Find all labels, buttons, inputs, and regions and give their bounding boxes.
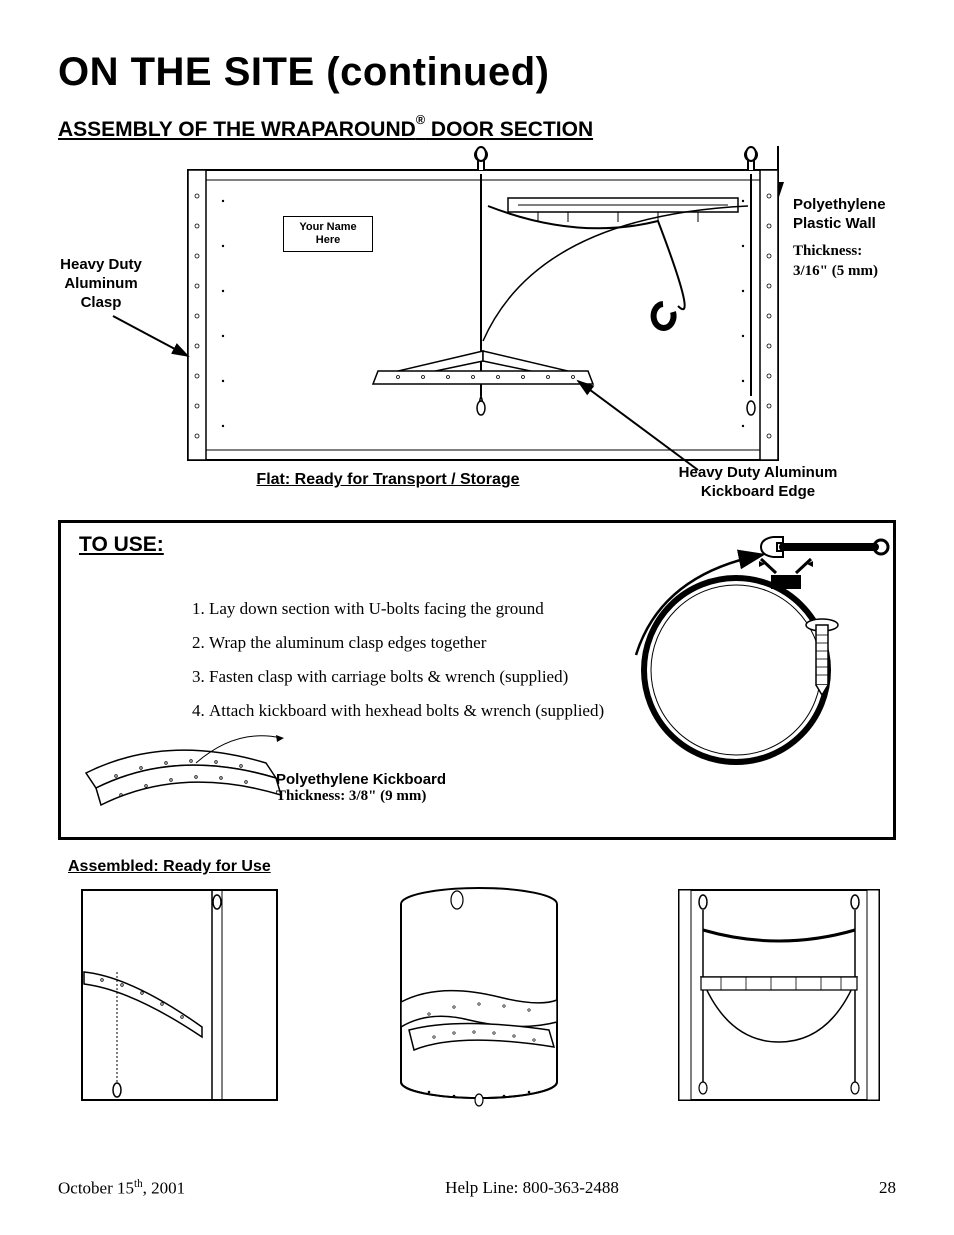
assembled-fig-cylinder — [359, 882, 599, 1112]
thickness-label-a: Thickness: — [793, 242, 923, 261]
page-title: ON THE SITE (continued) — [58, 50, 896, 95]
footer-page-number: 28 — [879, 1178, 896, 1199]
assembled-heading: Assembled: Ready for Use — [68, 858, 896, 876]
step-2: Wrap the aluminum clasp edges together — [209, 633, 669, 653]
wall-label: PolyethylenePlastic Wall — [793, 196, 923, 234]
step-1: Lay down section with U-bolts facing the… — [209, 599, 669, 619]
footer-date: October 15th, 2001 — [58, 1178, 185, 1199]
kickboard-piece-svg — [66, 723, 286, 833]
step-3: Fasten clasp with carriage bolts & wrenc… — [209, 667, 669, 687]
flat-caption: Flat: Ready for Transport / Storage — [218, 470, 558, 490]
figure-flat: Your NameHere Heavy DutyAluminumClasp Po… — [58, 146, 896, 506]
figure-flat-svg — [58, 146, 898, 506]
section-heading: ASSEMBLY OF THE WRAPAROUND® DOOR SECTION — [58, 117, 896, 142]
assembled-figures-row — [58, 882, 896, 1112]
kickboard-label: Polyethylene Kickboard — [276, 771, 446, 788]
assembled-fig-front — [661, 882, 896, 1107]
thickness-label-b: 3/16" (5 mm) — [793, 262, 923, 281]
page: ON THE SITE (continued) ASSEMBLY OF THE … — [0, 0, 954, 1235]
to-use-panel: TO USE: Lay down section with U-bolts fa… — [58, 520, 896, 840]
step-4: Attach kickboard with hexhead bolts & wr… — [209, 701, 669, 721]
clasp-label: Heavy DutyAluminumClasp — [46, 256, 156, 312]
kickboard-thickness: Thickness: 3/8" (9 mm) — [276, 788, 426, 805]
assembly-ring-svg — [601, 525, 891, 785]
kickboard-edge-label: Heavy Duty AluminumKickboard Edge — [648, 464, 868, 502]
assembled-fig-side — [62, 882, 297, 1107]
footer-help: Help Line: 800-363-2488 — [445, 1178, 619, 1199]
page-footer: October 15th, 2001 Help Line: 800-363-24… — [58, 1178, 896, 1199]
steps-list: Lay down section with U-bolts facing the… — [189, 599, 669, 721]
name-placeholder-box: Your NameHere — [283, 216, 373, 252]
